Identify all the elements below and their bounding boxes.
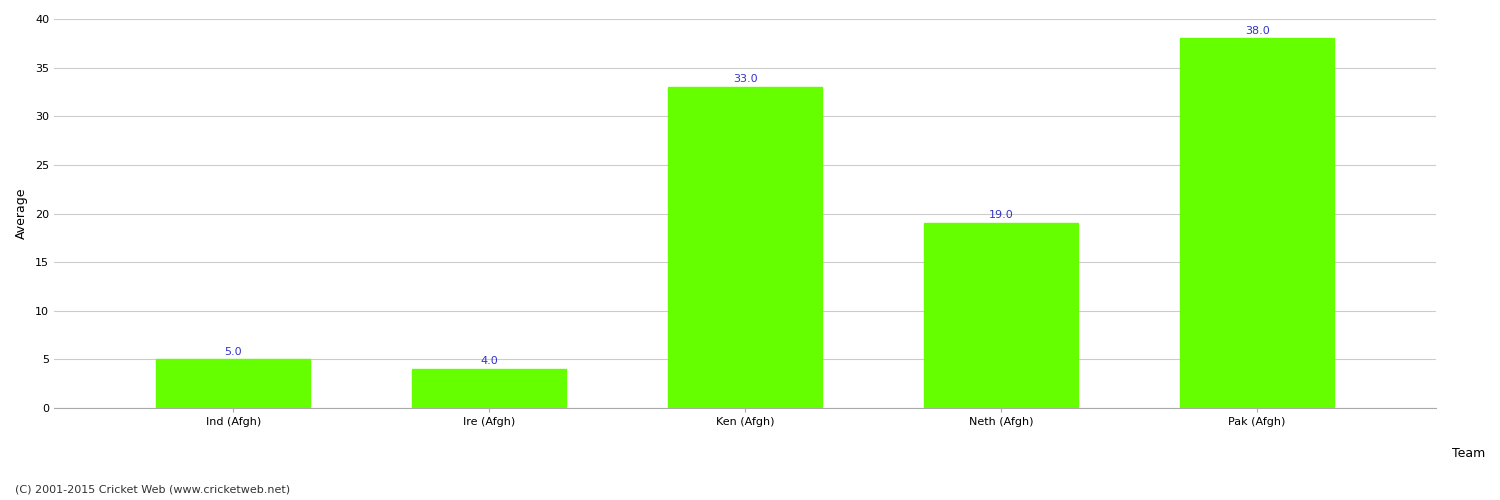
- Bar: [1180, 38, 1334, 408]
- Text: 4.0: 4.0: [480, 356, 498, 366]
- Text: 19.0: 19.0: [988, 210, 1014, 220]
- Text: 33.0: 33.0: [734, 74, 758, 84]
- Text: (C) 2001-2015 Cricket Web (www.cricketweb.net): (C) 2001-2015 Cricket Web (www.cricketwe…: [15, 485, 290, 495]
- Bar: [669, 87, 822, 408]
- Text: 38.0: 38.0: [1245, 26, 1269, 36]
- Y-axis label: Average: Average: [15, 188, 28, 240]
- Bar: [924, 224, 1078, 408]
- Bar: [156, 360, 310, 408]
- Text: 5.0: 5.0: [225, 346, 242, 356]
- Bar: [413, 369, 566, 408]
- Text: Team: Team: [1452, 447, 1485, 460]
